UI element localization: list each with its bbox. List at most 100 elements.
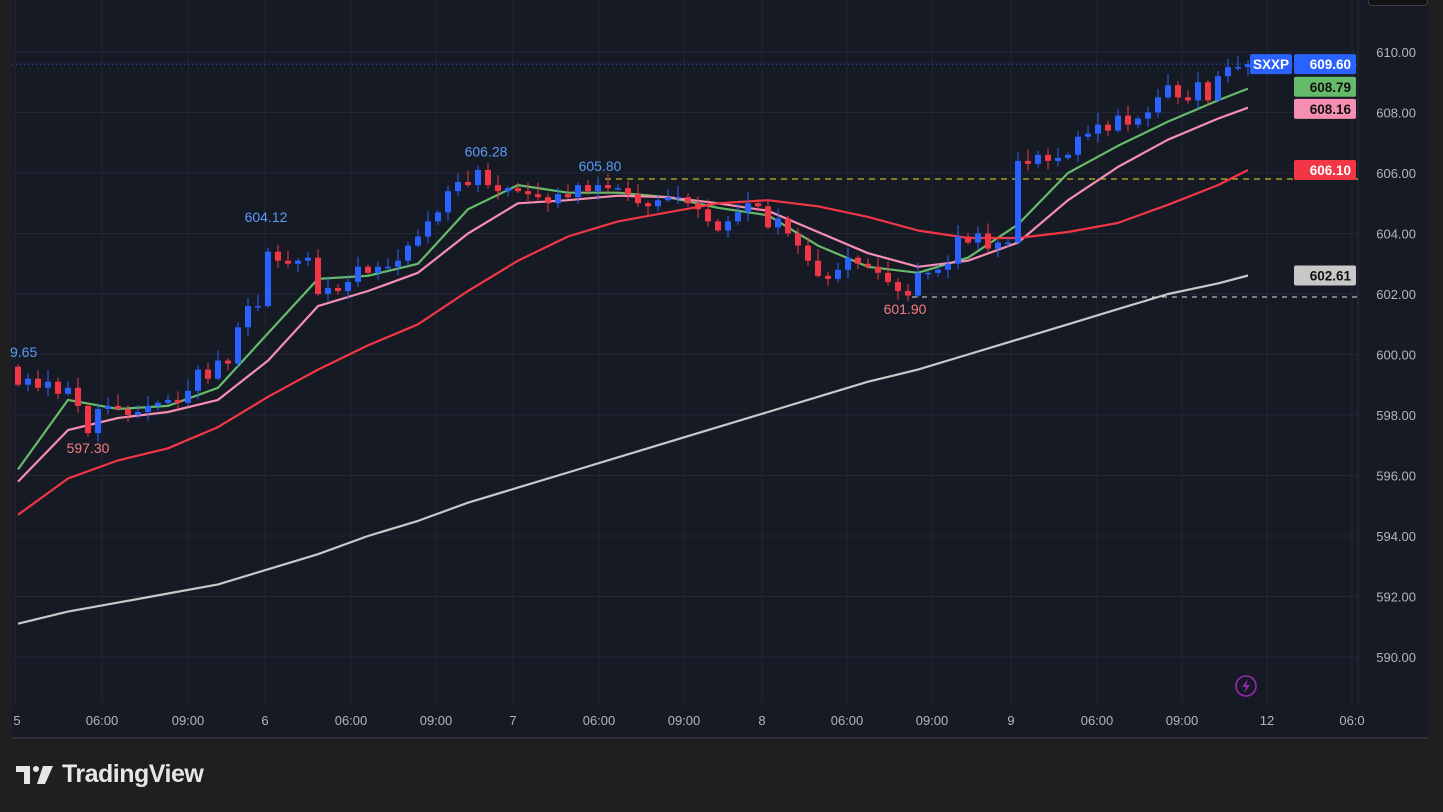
candle-body bbox=[865, 263, 871, 267]
candle bbox=[1115, 108, 1121, 133]
candle-body bbox=[1075, 136, 1081, 155]
x-tick-label: 9 bbox=[1007, 713, 1014, 728]
candle bbox=[135, 405, 141, 419]
candle bbox=[1175, 81, 1181, 105]
price-annotation-high: 604.12 bbox=[245, 209, 288, 225]
candle-body bbox=[75, 387, 81, 406]
candle-body bbox=[275, 251, 281, 261]
candle bbox=[445, 185, 451, 221]
candle-body bbox=[615, 188, 621, 190]
candle-body bbox=[1125, 115, 1131, 125]
candle bbox=[1045, 147, 1051, 170]
candle bbox=[675, 185, 681, 205]
candle-body bbox=[675, 197, 681, 199]
candle-body bbox=[715, 221, 721, 231]
candle-body bbox=[875, 266, 881, 273]
candle-body bbox=[645, 203, 651, 207]
x-tick-label: 09:00 bbox=[172, 713, 205, 728]
y-tick-label: 604.00 bbox=[1376, 227, 1416, 242]
candle bbox=[415, 229, 421, 248]
candle bbox=[315, 249, 321, 296]
right-sidebar-edge bbox=[1428, 0, 1443, 737]
candle bbox=[645, 200, 651, 215]
x-tick-label: 09:00 bbox=[1166, 713, 1199, 728]
candle-body bbox=[1105, 124, 1111, 131]
candle-body bbox=[965, 236, 971, 243]
toolbar-button[interactable] bbox=[1368, 0, 1428, 6]
price-annotation-low: 601.90 bbox=[884, 301, 927, 317]
candle-body bbox=[185, 390, 191, 403]
y-tick-label: 600.00 bbox=[1376, 348, 1416, 363]
candle bbox=[305, 252, 311, 266]
candle bbox=[555, 187, 561, 209]
candle-body bbox=[1055, 157, 1061, 161]
candle bbox=[425, 211, 431, 244]
ma-price-label: 602.61 bbox=[1310, 269, 1352, 284]
candle-body bbox=[725, 221, 731, 231]
candle-body bbox=[765, 206, 771, 228]
candle bbox=[695, 196, 701, 218]
candle bbox=[605, 173, 611, 194]
price-chart[interactable]: 610.00 608.00 606.00 604.00 602.00 600.00 598.… bbox=[0, 0, 1443, 740]
candle bbox=[15, 364, 21, 387]
candle bbox=[85, 403, 91, 437]
candle-body bbox=[985, 233, 991, 249]
lightning-alert-icon-ring bbox=[1235, 675, 1257, 697]
candle bbox=[1145, 107, 1151, 128]
candle-body bbox=[625, 188, 631, 195]
candle bbox=[1085, 125, 1091, 141]
candle bbox=[335, 284, 341, 295]
candle-body bbox=[565, 194, 571, 198]
candle bbox=[435, 209, 441, 225]
candle-body bbox=[285, 260, 291, 264]
x-tick-label: 06:00 bbox=[583, 713, 616, 728]
candle bbox=[145, 395, 151, 421]
candle-body bbox=[465, 182, 471, 186]
candle-body bbox=[65, 387, 71, 394]
candle bbox=[1135, 116, 1141, 129]
chart-panel[interactable] bbox=[12, 0, 1428, 739]
candle bbox=[95, 403, 101, 442]
candle bbox=[895, 277, 901, 300]
candle bbox=[625, 181, 631, 202]
candle-body bbox=[1155, 97, 1161, 113]
candle-body bbox=[505, 188, 511, 192]
candle-body bbox=[475, 169, 481, 186]
candle bbox=[75, 377, 81, 413]
y-tick-label: 592.00 bbox=[1376, 590, 1416, 605]
moving-average-line-1 bbox=[17, 87, 1249, 471]
tradingview-logo[interactable]: TradingView bbox=[16, 760, 204, 789]
candle bbox=[235, 321, 241, 368]
candle bbox=[365, 264, 371, 275]
candle-body bbox=[585, 185, 591, 192]
price-annotation-high: 9.65 bbox=[10, 344, 37, 360]
candle-body bbox=[855, 257, 861, 264]
candle-body bbox=[685, 197, 691, 204]
candle bbox=[465, 170, 471, 187]
candle bbox=[965, 232, 971, 245]
candle bbox=[755, 199, 761, 212]
candle bbox=[815, 249, 821, 278]
candle bbox=[355, 256, 361, 288]
brand-name: TradingView bbox=[62, 760, 204, 788]
candle bbox=[325, 276, 331, 301]
candle-body bbox=[1145, 112, 1151, 119]
y-tick-label: 602.00 bbox=[1376, 287, 1416, 302]
candle-body bbox=[935, 269, 941, 273]
candle-body bbox=[1095, 124, 1101, 134]
candle-body bbox=[825, 275, 831, 279]
ma-price-label: 606.10 bbox=[1310, 163, 1351, 178]
lightning-alert-icon[interactable] bbox=[1235, 675, 1257, 697]
moving-average-line-3 bbox=[17, 169, 1249, 516]
candle-body bbox=[775, 218, 781, 228]
x-tick-label: 06:00 bbox=[831, 713, 864, 728]
candle bbox=[1185, 90, 1191, 104]
x-tick-label: 06:00 bbox=[1081, 713, 1114, 728]
candle bbox=[1005, 237, 1011, 248]
candle bbox=[545, 193, 551, 212]
candle-body bbox=[575, 185, 581, 198]
candle-body bbox=[325, 287, 331, 294]
candle-body bbox=[375, 266, 381, 273]
x-tick-label: 06:00 bbox=[86, 713, 119, 728]
candle bbox=[1205, 79, 1211, 106]
